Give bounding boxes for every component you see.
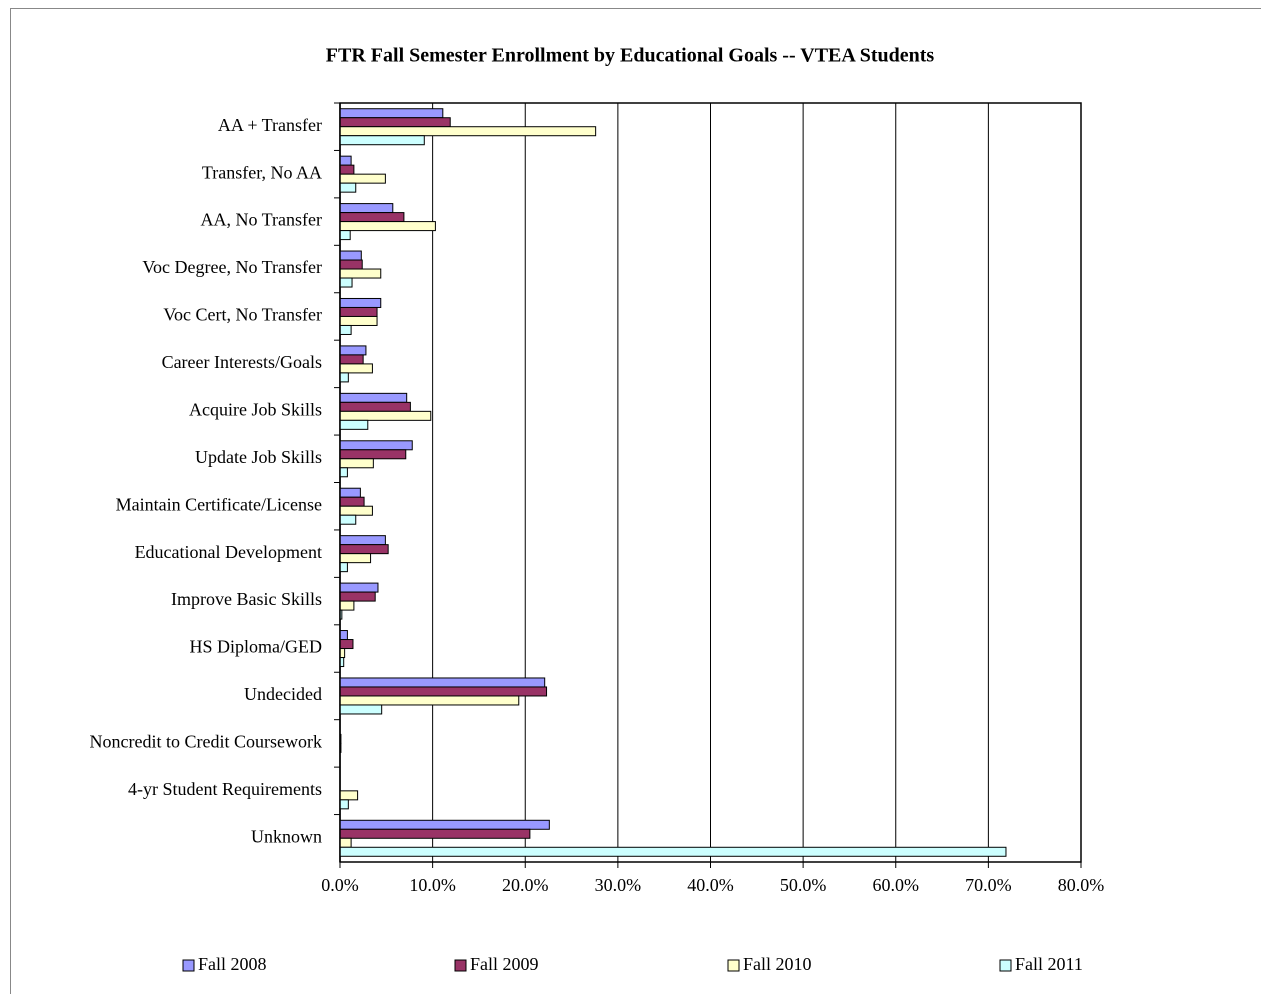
bar	[339, 401, 411, 412]
y-tick-label: 4-yr Student Requirements	[128, 779, 322, 799]
legend-label: Fall 2008	[198, 954, 267, 974]
bar	[339, 126, 597, 137]
x-tick-label: 40.0%	[687, 875, 734, 895]
bar	[339, 582, 379, 593]
bar	[339, 306, 378, 317]
bar	[339, 324, 352, 335]
bar	[339, 686, 548, 697]
bar	[339, 117, 451, 128]
bar	[339, 553, 372, 564]
y-tick-label: HS Diploma/GED	[190, 637, 323, 657]
y-tick-label: Acquire Job Skills	[189, 399, 322, 419]
bar	[339, 819, 550, 830]
bar	[339, 315, 378, 326]
bar	[339, 467, 348, 478]
bar	[339, 372, 349, 383]
bar	[339, 173, 386, 184]
x-tick-label: 60.0%	[873, 875, 920, 895]
y-tick-label: Undecided	[244, 684, 322, 704]
bar	[339, 695, 520, 706]
bar	[339, 496, 365, 507]
bar	[339, 345, 367, 356]
x-tick-label: 30.0%	[595, 875, 642, 895]
y-tick-label: Voc Degree, No Transfer	[142, 257, 322, 277]
bar	[339, 799, 349, 810]
bar	[339, 487, 361, 498]
bar	[339, 600, 355, 611]
bar	[339, 677, 546, 688]
x-tick-label: 20.0%	[502, 875, 549, 895]
bar	[339, 514, 357, 525]
bar	[339, 591, 376, 602]
x-tick-label: 70.0%	[965, 875, 1012, 895]
bar	[339, 419, 369, 430]
y-tick-label: Educational Development	[135, 542, 322, 562]
y-tick-label: AA + Transfer	[218, 115, 322, 135]
x-tick-label: 80.0%	[1058, 875, 1105, 895]
bar	[339, 505, 373, 516]
legend-label: Fall 2009	[470, 954, 539, 974]
legend-label: Fall 2010	[743, 954, 812, 974]
bar	[339, 630, 348, 641]
y-tick-label: Unknown	[251, 826, 322, 846]
y-tick-label: AA, No Transfer	[201, 210, 323, 230]
bar	[339, 410, 432, 421]
bar	[339, 846, 1007, 857]
bar	[339, 250, 362, 261]
bar	[339, 562, 348, 573]
bar	[339, 544, 389, 555]
x-tick-label: 10.0%	[409, 875, 456, 895]
bar	[339, 354, 364, 365]
bar	[339, 449, 407, 460]
y-tick-label: Voc Cert, No Transfer	[163, 305, 322, 325]
bar	[339, 535, 386, 546]
chart-border	[10, 8, 1261, 994]
legend-swatch	[182, 959, 195, 972]
bar	[339, 182, 357, 193]
bar	[339, 135, 425, 146]
bar	[339, 230, 351, 241]
y-tick-label: Career Interests/Goals	[162, 352, 322, 372]
y-tick-label: Noncredit to Credit Coursework	[90, 732, 322, 752]
bar	[339, 458, 374, 469]
legend-label: Fall 2011	[1015, 954, 1083, 974]
bar	[339, 297, 382, 308]
chart-title: FTR Fall Semester Enrollment by Educatio…	[326, 45, 935, 67]
bar	[339, 221, 436, 232]
bar	[339, 164, 355, 175]
bar	[339, 203, 394, 214]
bar	[339, 268, 382, 279]
x-tick-label: 0.0%	[321, 875, 359, 895]
bar	[339, 828, 531, 839]
bar	[339, 392, 408, 403]
bar	[339, 108, 444, 119]
bar	[339, 155, 352, 166]
legend-swatch	[727, 959, 740, 972]
bar	[339, 704, 383, 715]
legend-swatch	[454, 959, 467, 972]
y-tick-label: Update Job Skills	[195, 447, 322, 467]
bar	[339, 790, 359, 801]
bar	[339, 363, 373, 374]
y-tick-label: Transfer, No AA	[202, 162, 322, 182]
y-tick-label: Improve Basic Skills	[171, 589, 322, 609]
bar	[339, 259, 363, 270]
bar	[339, 639, 354, 650]
y-tick-label: Maintain Certificate/License	[116, 494, 322, 514]
bar	[339, 212, 405, 223]
bar	[339, 277, 353, 288]
bar	[339, 837, 352, 848]
legend-swatch	[999, 959, 1012, 972]
x-tick-label: 50.0%	[780, 875, 827, 895]
bar	[339, 440, 413, 451]
